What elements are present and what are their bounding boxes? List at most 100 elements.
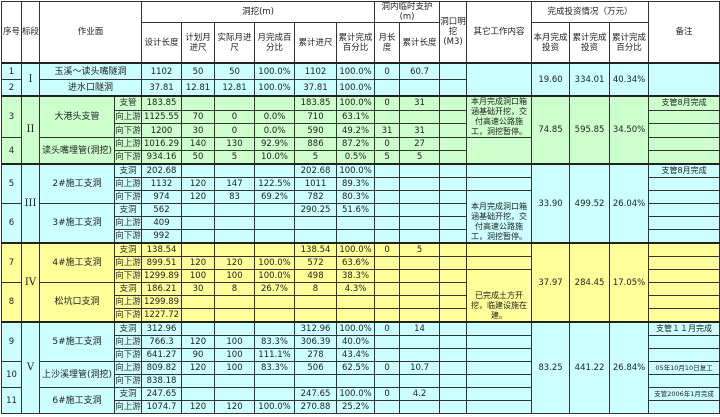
cum-advance: 183.85 (294, 94, 338, 111)
other-work (466, 387, 533, 401)
plan-month: 50 (181, 150, 216, 165)
support-cum: 60.7 (399, 62, 441, 80)
month-pct: 92.9% (254, 137, 296, 151)
note (648, 190, 720, 204)
portal-excavation (439, 94, 468, 111)
cum-pct: 100.0% (336, 79, 376, 97)
cum-pct: 100.0% (336, 94, 376, 111)
cum-advance: 498 (294, 269, 338, 283)
cum-pct: 4.3% (336, 282, 376, 296)
section-label: IV (21, 242, 40, 323)
cum-advance: 278 (294, 348, 338, 362)
month-pct (254, 321, 296, 336)
other-work: 已完成土方开挖，临建设施在建。 (466, 269, 533, 323)
plan-month: 90 (181, 348, 216, 362)
cum-advance (294, 295, 338, 309)
plan-month (181, 216, 216, 230)
support-cum (399, 269, 441, 283)
other-work (466, 374, 533, 388)
actual-month: 12.81 (214, 79, 256, 97)
note (648, 269, 720, 283)
header-section: 标段 (21, 1, 40, 64)
investment-cum: 595.85 (569, 95, 611, 165)
investment-cum: 334.01 (569, 62, 611, 97)
month-pct (254, 295, 296, 309)
cum-advance: 138.54 (294, 242, 338, 257)
workface-direction: 支洞 (113, 163, 143, 178)
note (648, 308, 720, 323)
plan-month (181, 229, 216, 244)
cum-pct: 38.3% (336, 269, 376, 283)
header-inv-cum: 累计完成投资 (569, 22, 611, 64)
note (648, 203, 720, 217)
cum-pct: 100.0% (336, 62, 376, 80)
support-month (374, 308, 401, 323)
portal-excavation (439, 150, 468, 165)
section-label: III (21, 163, 40, 244)
workface-direction: 向上游 (113, 109, 143, 125)
cum-advance: 590 (294, 123, 338, 138)
row-seq: 4 (1, 137, 22, 165)
cum-pct: 62.5% (336, 361, 376, 375)
plan-month (181, 374, 216, 388)
month-pct: 100.0% (254, 400, 296, 414)
support-cum (399, 335, 441, 349)
header-seq: 序号 (1, 1, 22, 64)
support-month (374, 203, 401, 217)
actual-month (214, 163, 256, 178)
plan-month (181, 242, 216, 257)
portal-excavation (439, 177, 468, 191)
plan-month: 12.81 (181, 79, 216, 97)
cum-advance (294, 216, 338, 230)
design-length: 899.51 (141, 256, 183, 270)
plan-month: 30 (181, 123, 216, 138)
support-cum (399, 163, 441, 178)
actual-month (214, 229, 256, 244)
plan-month: 30 (181, 282, 216, 296)
section-label: V (21, 321, 40, 414)
design-length: 974 (141, 190, 183, 204)
cum-advance: 782 (294, 190, 338, 204)
cum-advance (294, 308, 338, 323)
header-portal: 洞口明挖(M3) (439, 1, 468, 64)
actual-month (214, 374, 256, 388)
plan-month: 120 (181, 190, 216, 204)
workface-name: 读头嘴埋管(洞挖) (39, 137, 115, 165)
design-length: 1299.89 (141, 295, 183, 309)
support-month: 5 (374, 150, 401, 165)
actual-month: 147 (214, 177, 256, 191)
portal-excavation (439, 203, 468, 217)
actual-month: 120 (214, 256, 256, 270)
support-month (374, 190, 401, 204)
cum-pct: 43.4% (336, 348, 376, 362)
note (648, 256, 720, 270)
plan-month: 140 (181, 137, 216, 151)
cum-advance: 290.25 (294, 203, 338, 217)
table-row: 3 II 大港头支管 支管 183.85 183.85 100.0% 0 31 本月完成洞口箱涵基… (1, 94, 720, 165)
workface-direction: 支洞 (113, 282, 143, 296)
portal-excavation (439, 62, 468, 80)
design-length: 247.65 (141, 387, 183, 401)
portal-excavation (439, 190, 468, 204)
workface-name: 4#施工支洞 (39, 242, 115, 283)
support-cum: 14 (399, 321, 441, 336)
section-label: I (21, 62, 40, 97)
support-cum (399, 256, 441, 270)
workface-name: 上沙溪埋管(洞挖) (39, 361, 115, 388)
cum-pct: 63.1% (336, 109, 376, 125)
design-length: 992 (141, 229, 183, 244)
support-cum: 27 (399, 137, 441, 151)
note (648, 229, 720, 244)
other-work (466, 242, 533, 257)
cum-pct (336, 295, 376, 309)
row-seq: 6 (1, 203, 22, 244)
other-work (466, 335, 533, 349)
investment-month: 33.90 (531, 163, 571, 244)
investment-cum: 441.22 (569, 321, 611, 414)
support-month (374, 216, 401, 230)
month-pct: 10.0% (254, 150, 296, 165)
note: 支管2006年1月完成 (648, 387, 720, 401)
portal-excavation (439, 282, 468, 296)
table-row: 4 读头嘴埋管(洞挖) 向上游 1016.29 140 130 92.9% 886 87.2% 0… (1, 137, 720, 165)
cum-advance: 270.88 (294, 400, 338, 414)
